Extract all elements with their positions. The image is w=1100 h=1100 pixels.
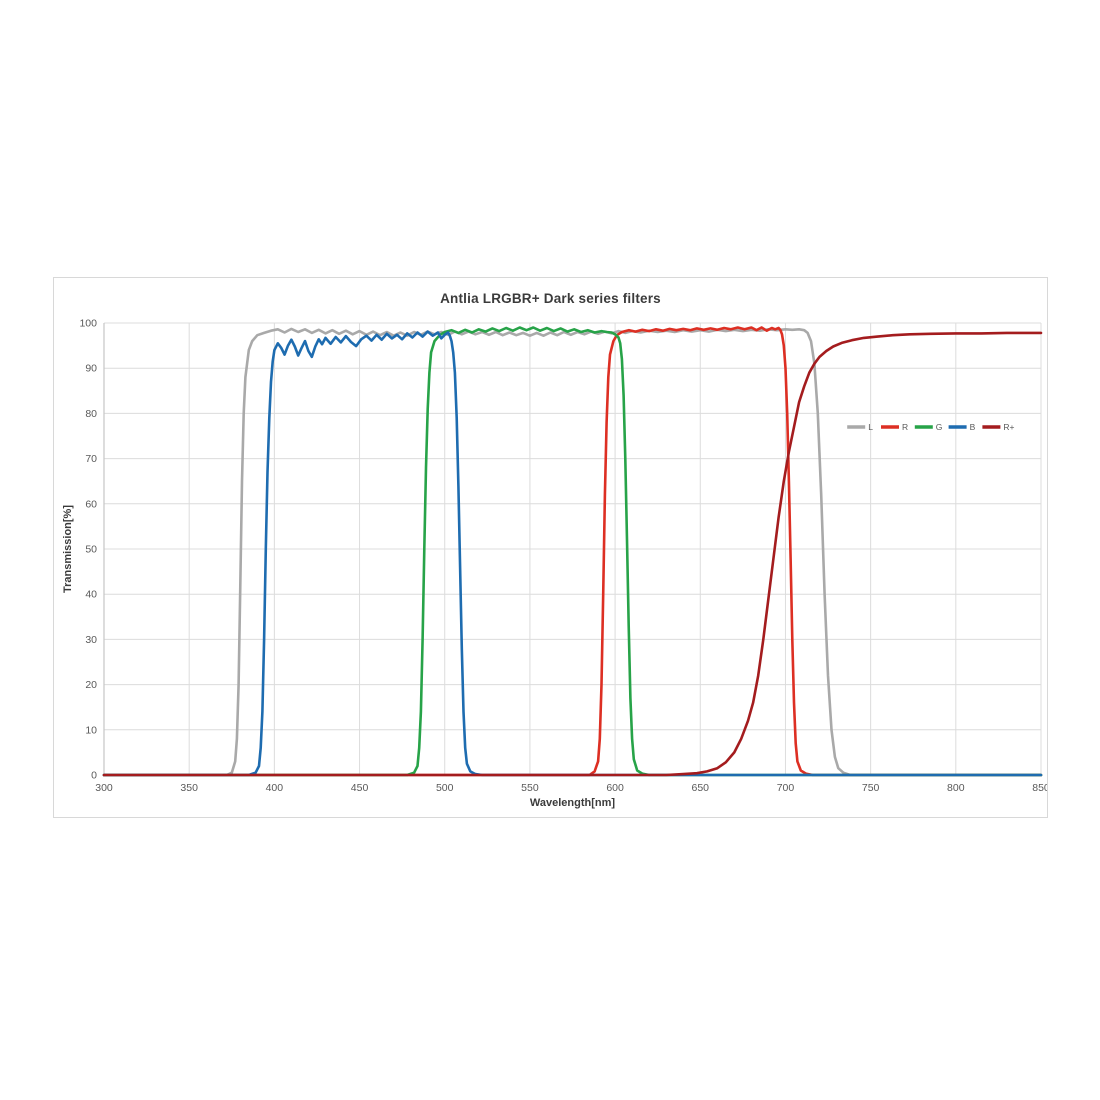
y-tick-label: 10 [85,724,97,736]
x-tick-label: 500 [436,782,454,794]
legend-label-B: B [970,422,976,432]
y-tick-label: 40 [85,589,97,601]
series-line-B [102,330,1043,777]
series-line-G [102,326,1043,777]
x-tick-label: 650 [692,782,710,794]
chart-title: Antlia LRGBR+ Dark series filters [440,291,661,306]
legend: L R G B R+ [847,422,1015,432]
legend-item-B: B [948,422,976,432]
x-tick-label: 300 [95,782,113,794]
x-tick-label: 400 [266,782,284,794]
y-tick-label: 60 [85,498,97,510]
x-tick-label: 750 [862,782,880,794]
y-tick-label: 50 [85,544,97,556]
legend-label-R+: R+ [1003,422,1014,432]
y-tick-label: 0 [91,770,97,782]
legend-item-L: L [847,422,873,432]
legend-item-R: R [881,422,908,432]
series-line-R [102,326,1043,777]
x-tick-label: 550 [521,782,539,794]
legend-item-R+: R+ [982,422,1015,432]
y-tick-label: 100 [79,318,97,330]
series-line-L [102,327,1043,777]
x-tick-label: 600 [606,782,624,794]
legend-label-L: L [868,422,873,432]
series-line-R+ [102,331,1043,777]
chart-card: Antlia LRGBR+ Dark series filters Transm… [53,277,1048,818]
x-tick-label: 350 [180,782,198,794]
legend-item-G: G [914,422,943,432]
x-tick-label: 800 [947,782,965,794]
x-axis-label: Wavelength[nm] [529,797,616,809]
y-tick-label: 80 [85,408,97,420]
legend-label-G: G [936,422,943,432]
y-tick-label: 90 [85,363,97,375]
x-tick-label: 850 [1032,782,1047,794]
x-tick-label: 700 [777,782,795,794]
x-tick-label: 450 [351,782,369,794]
y-tick-label: 30 [85,634,97,646]
y-tick-label: 20 [85,679,97,691]
transmission-chart: 0 10 20 30 40 50 60 70 80 90 100 300 350 400 450 500 550… [79,318,1047,795]
legend-label-R: R [902,422,908,432]
y-tick-label: 70 [85,453,97,465]
